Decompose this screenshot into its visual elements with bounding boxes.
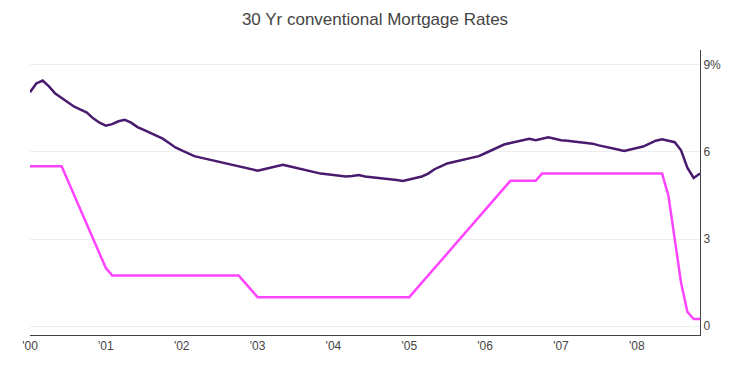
svg-text:6: 6: [703, 145, 710, 159]
svg-text:'03: '03: [250, 339, 266, 353]
svg-text:30 Yr conventional Mortgage Ra: 30 Yr conventional Mortgage Rates: [242, 10, 508, 29]
svg-text:'06: '06: [477, 339, 493, 353]
svg-text:'01: '01: [98, 339, 114, 353]
svg-text:9%: 9%: [703, 58, 721, 72]
svg-text:'05: '05: [401, 339, 417, 353]
svg-text:3: 3: [703, 232, 710, 246]
svg-text:'00: '00: [22, 339, 38, 353]
svg-text:'08: '08: [629, 339, 645, 353]
svg-text:'04: '04: [326, 339, 342, 353]
svg-text:'02: '02: [174, 339, 190, 353]
svg-text:0: 0: [703, 319, 710, 333]
svg-text:'07: '07: [553, 339, 569, 353]
